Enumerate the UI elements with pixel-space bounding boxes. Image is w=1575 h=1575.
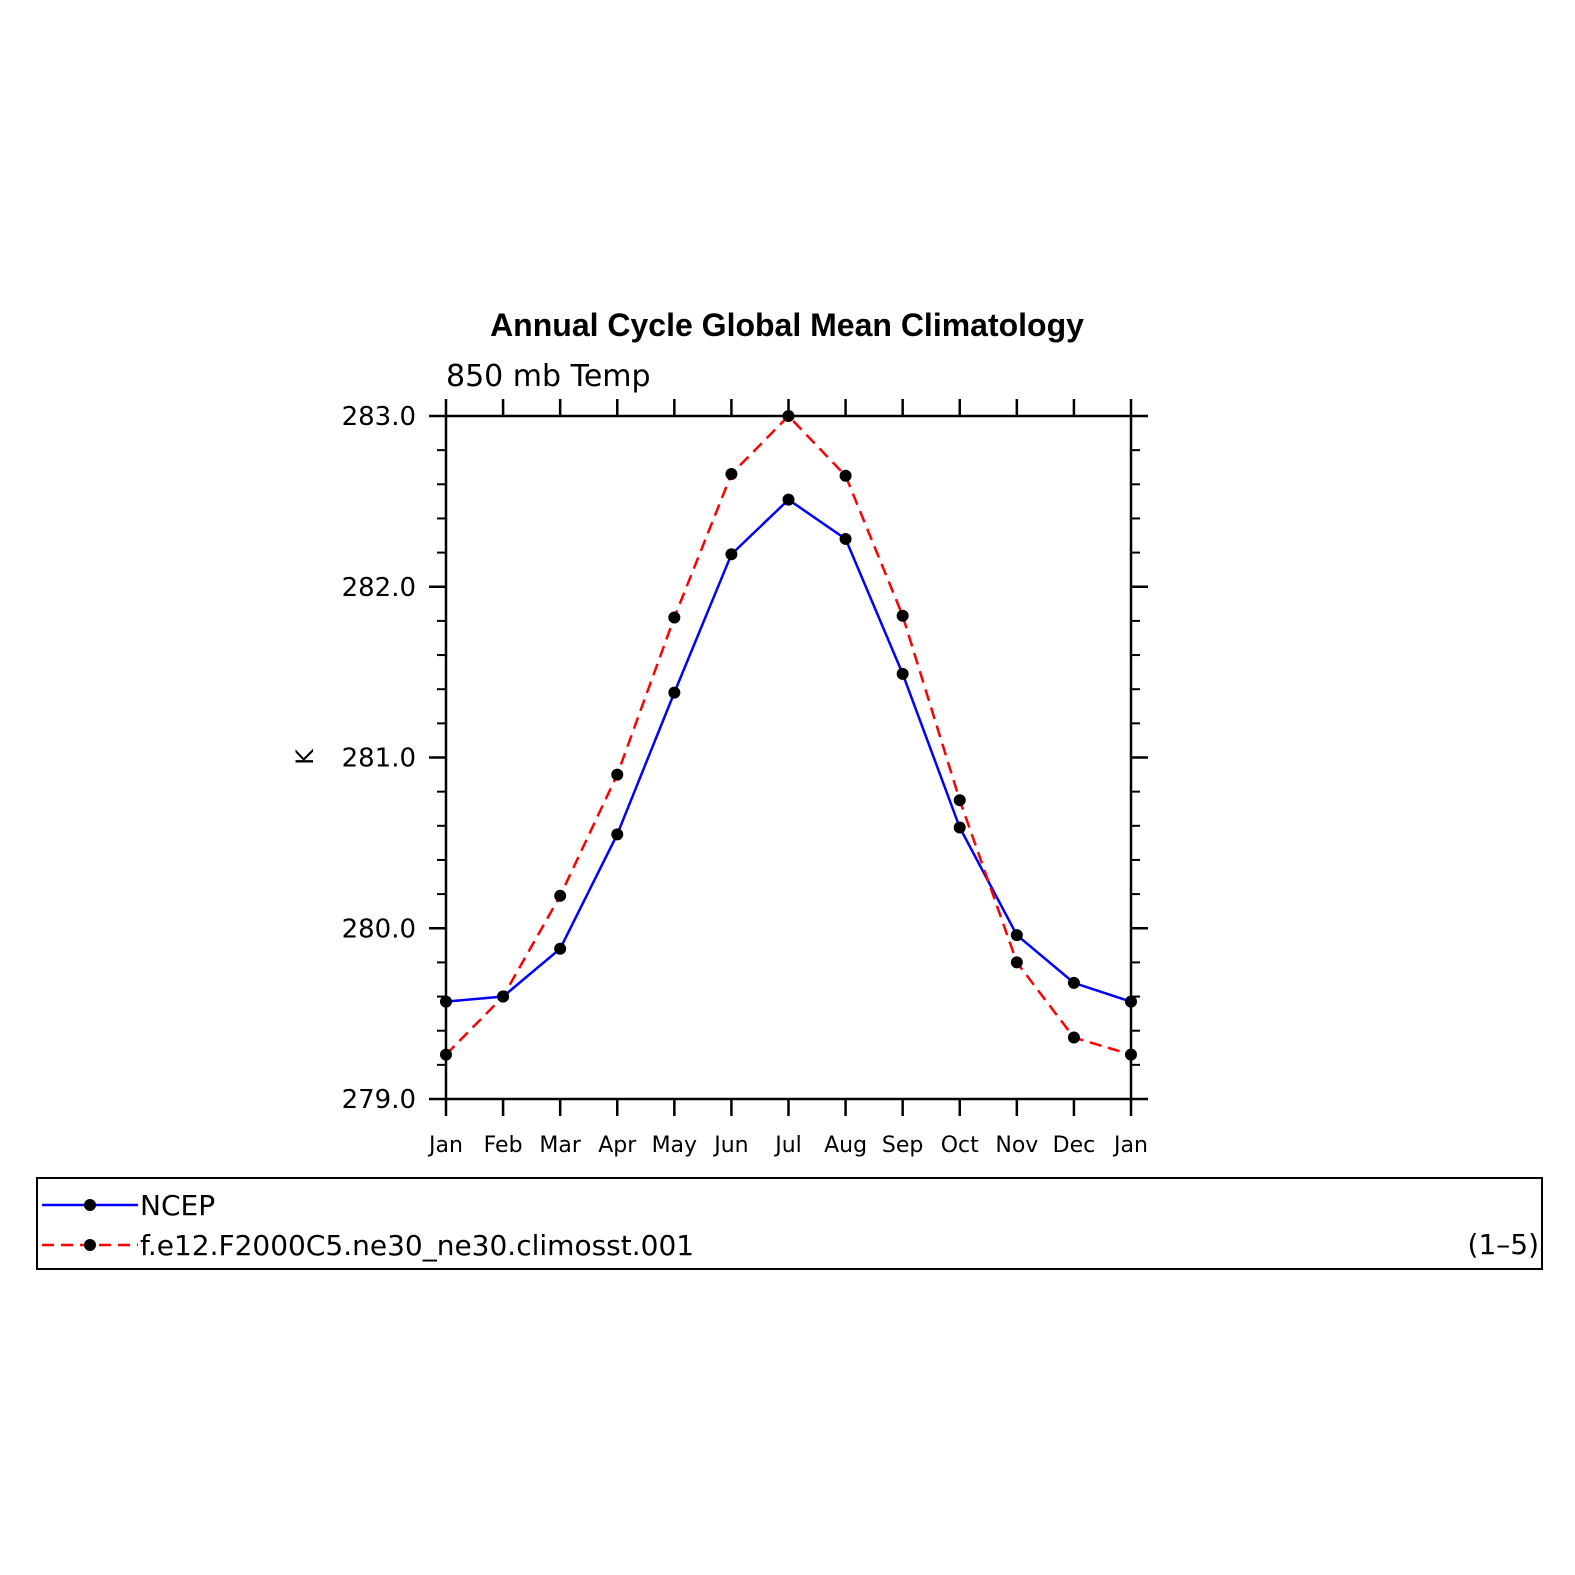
data-point (497, 990, 510, 1003)
x-tick-labels: Jan Feb Mar Apr May Jun Jul Aug Sep Oct Nov Dec Jan (427, 1133, 1148, 1158)
series-layer (440, 410, 1137, 1061)
y-tick-labels: 279.0 280.0 281.0 282.0 283.0 (342, 402, 416, 1115)
data-point (896, 667, 909, 680)
data-point (725, 468, 738, 481)
x-tick-label: Jun (712, 1133, 748, 1158)
data-point (1125, 1048, 1137, 1061)
legend-box (36, 1177, 1543, 1270)
data-point (554, 942, 567, 955)
data-point (953, 794, 966, 807)
y-tick-label: 280.0 (342, 914, 416, 944)
chart-title: Annual Cycle Global Mean Climatology (490, 307, 1084, 343)
x-tick-label: Jan (427, 1133, 463, 1158)
y-tick-label: 283.0 (342, 402, 416, 432)
y-tick-label: 281.0 (342, 744, 416, 774)
plot-frame (444, 414, 1133, 1101)
series-line-1 (445, 498, 1132, 1003)
data-point (611, 768, 624, 781)
data-point (896, 609, 909, 622)
legend-label-1: NCEP (140, 1189, 215, 1222)
x-tick-label: Dec (1053, 1133, 1096, 1158)
x-tick-label: Feb (484, 1133, 523, 1158)
x-tick-label: May (652, 1133, 697, 1158)
data-point (1067, 976, 1080, 989)
x-tick-label: Sep (882, 1133, 923, 1158)
chart-subtitle: 850 mb Temp (446, 359, 651, 394)
data-point (782, 493, 795, 506)
x-tick-label: Jan (1112, 1133, 1148, 1158)
data-point (1010, 929, 1023, 942)
axis-ticks (429, 399, 1148, 1116)
x-tick-label: Apr (598, 1133, 637, 1158)
legend-marker-1 (84, 1199, 96, 1211)
x-tick-label: Mar (539, 1133, 581, 1158)
data-point (554, 889, 567, 902)
x-tick-label: Oct (941, 1133, 979, 1158)
data-point (782, 410, 795, 422)
x-tick-label: Nov (995, 1133, 1038, 1158)
data-point (1067, 1031, 1080, 1044)
legend: NCEP f.e12.F2000C5.ne30_ne30.climosst.001 (42, 1189, 694, 1262)
legend-label-2: f.e12.F2000C5.ne30_ne30.climosst.001 (140, 1229, 694, 1262)
data-point (440, 995, 452, 1008)
data-point (668, 611, 681, 624)
data-point (953, 821, 966, 834)
data-point (839, 532, 852, 545)
y-tick-label: 282.0 (342, 573, 416, 603)
data-point (1125, 995, 1137, 1008)
x-tick-label: Jul (773, 1133, 802, 1158)
data-point (611, 828, 624, 841)
x-tick-label: Aug (824, 1133, 867, 1158)
data-point (1010, 956, 1023, 969)
y-tick-label: 279.0 (342, 1085, 416, 1115)
legend-marker-2 (84, 1239, 96, 1251)
data-point (668, 686, 681, 699)
data-point (440, 1048, 452, 1061)
data-point (725, 548, 738, 561)
y-axis-label: K (291, 748, 319, 765)
legend-note: (1–5) (1468, 1228, 1539, 1261)
data-point (839, 469, 852, 482)
